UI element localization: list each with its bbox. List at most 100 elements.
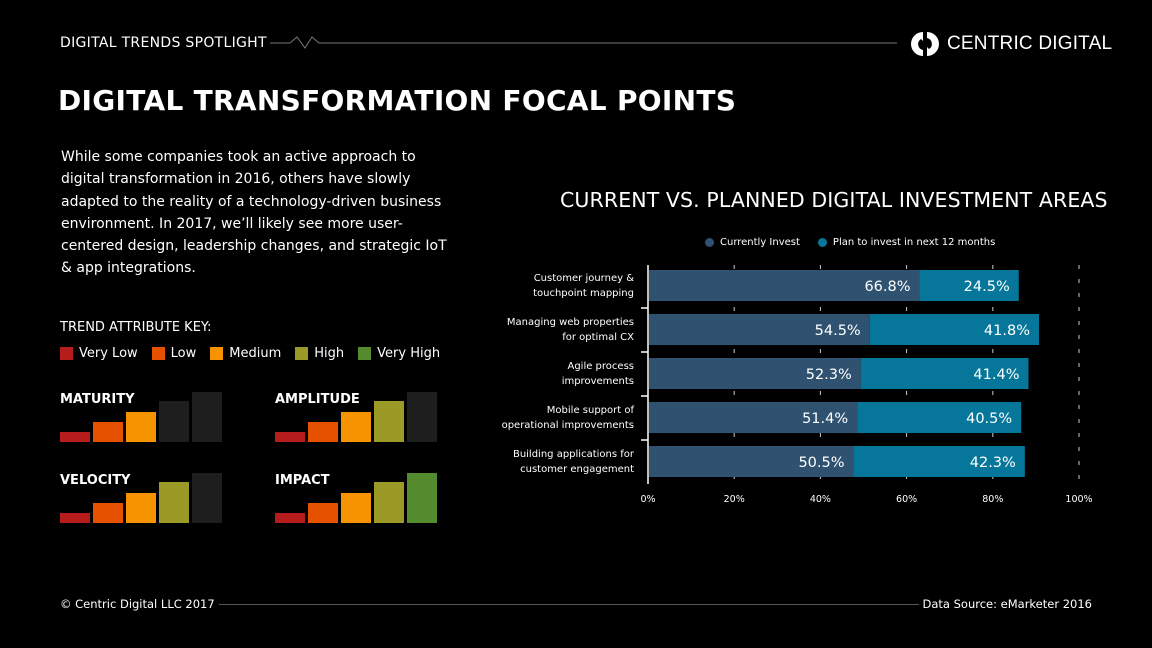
x-tick-label: 100% xyxy=(1065,494,1092,505)
key-item: Low xyxy=(151,346,197,361)
key-label: Very Low xyxy=(79,346,138,361)
attribute-maturity: MATURITY xyxy=(60,392,230,442)
chart-legend: Currently Invest Plan to invest in next … xyxy=(705,237,995,248)
chart-title: CURRENT VS. PLANNED DIGITAL INVESTMENT A… xyxy=(560,188,1108,212)
attribute-amplitude: AMPLITUDE xyxy=(275,392,445,442)
key-swatch xyxy=(358,347,372,360)
key-swatch xyxy=(151,347,165,360)
level-bar xyxy=(374,401,404,442)
bar-value-label: 52.3% xyxy=(806,367,852,383)
x-tick-label: 0% xyxy=(640,494,655,505)
key-label: Very High xyxy=(377,346,441,361)
page-title: DIGITAL TRANSFORMATION FOCAL POINTS xyxy=(58,84,737,117)
key-label: High xyxy=(314,346,345,361)
bar-value-label: 40.5% xyxy=(966,411,1012,427)
legend-item-current: Currently Invest xyxy=(705,237,800,248)
bar-current xyxy=(649,314,870,345)
bar-value-label: 54.5% xyxy=(815,323,861,339)
x-tick-label: 20% xyxy=(724,494,745,505)
bar-value-label: 24.5% xyxy=(964,279,1010,295)
bar-planned xyxy=(919,270,1019,301)
bar-current xyxy=(649,358,861,389)
bar-planned xyxy=(869,314,1040,345)
level-bar xyxy=(93,503,123,523)
level-bar xyxy=(407,392,437,442)
key-label: Medium xyxy=(229,346,282,361)
level-bar xyxy=(192,392,222,442)
footer-divider xyxy=(219,604,919,605)
bar-current xyxy=(649,270,920,301)
attribute-level-bars xyxy=(275,473,445,523)
category-label: Customer journey & xyxy=(534,273,635,284)
category-label: customer engagement xyxy=(520,464,634,475)
attribute-label: MATURITY xyxy=(60,392,135,407)
legend-swatch xyxy=(817,238,827,247)
level-bar xyxy=(308,503,338,523)
level-bar xyxy=(275,432,305,442)
key-swatch xyxy=(210,347,224,360)
legend-label: Plan to invest in next 12 months xyxy=(832,237,996,248)
level-bar xyxy=(192,473,222,523)
level-bar xyxy=(60,513,90,523)
x-tick-label: 80% xyxy=(982,494,1003,505)
category-label: operational improvements xyxy=(502,420,634,431)
category-label: Mobile support of xyxy=(547,405,635,416)
bar-value-label: 41.4% xyxy=(973,367,1019,383)
bar-value-label: 50.5% xyxy=(798,455,844,471)
intro-paragraph: While some companies took an active appr… xyxy=(61,149,447,277)
attribute-level-bars xyxy=(60,392,230,442)
level-bar xyxy=(126,493,156,523)
trend-key-legend: Very Low Low Medium High Very High xyxy=(60,346,440,361)
category-label: for optimal CX xyxy=(562,332,634,343)
brand-logo: CENTRIC DIGITAL xyxy=(911,30,1112,58)
bar-current xyxy=(649,446,854,477)
header-divider-pulse xyxy=(270,36,897,49)
trend-key-title: TREND ATTRIBUTE KEY: xyxy=(60,320,212,335)
key-swatch xyxy=(295,347,309,360)
legend-item-planned: Plan to invest in next 12 months xyxy=(817,237,996,248)
category-label: Building applications for xyxy=(513,449,635,460)
key-label: Low xyxy=(170,346,197,361)
brand-name: CENTRIC DIGITAL xyxy=(947,33,1113,54)
attribute-impact: IMPACT xyxy=(275,473,445,523)
level-bar xyxy=(407,473,437,523)
level-bar xyxy=(374,482,404,523)
legend-swatch xyxy=(705,238,714,247)
bar-value-label: 51.4% xyxy=(802,411,848,427)
key-item: Very Low xyxy=(60,346,138,361)
level-bar xyxy=(159,482,189,523)
key-item: High xyxy=(295,346,344,361)
bar-value-label: 41.8% xyxy=(984,323,1030,339)
level-bar xyxy=(93,422,123,442)
level-bar xyxy=(159,401,189,442)
level-bar xyxy=(341,412,371,442)
key-item: Medium xyxy=(210,346,281,361)
bar-current xyxy=(649,402,858,433)
centric-logo-icon xyxy=(911,32,939,56)
level-bar xyxy=(60,432,90,442)
attribute-label: IMPACT xyxy=(275,473,330,488)
attribute-level-bars xyxy=(275,392,445,442)
kicker-title: DIGITAL TRENDS SPOTLIGHT xyxy=(60,35,267,51)
category-label: improvements xyxy=(562,376,634,387)
attribute-label: AMPLITUDE xyxy=(275,392,360,407)
level-bar xyxy=(126,412,156,442)
bar-value-label: 66.8% xyxy=(864,279,910,295)
bar-planned xyxy=(860,358,1029,389)
data-source: Data Source: eMarketer 2016 xyxy=(922,597,1092,611)
category-label: touchpoint mapping xyxy=(533,288,634,299)
key-swatch xyxy=(60,347,73,360)
legend-label: Currently Invest xyxy=(720,237,800,248)
level-bar xyxy=(308,422,338,442)
category-label: Agile process xyxy=(567,361,634,372)
level-bar xyxy=(341,493,371,523)
bar-planned xyxy=(857,402,1022,433)
x-tick-label: 40% xyxy=(810,494,831,505)
category-label: Managing web properties xyxy=(507,317,634,328)
level-bar xyxy=(275,513,305,523)
bar-value-label: 42.3% xyxy=(970,455,1016,471)
bar-planned xyxy=(853,446,1025,477)
attribute-velocity: VELOCITY xyxy=(60,473,230,523)
attribute-label: VELOCITY xyxy=(60,473,131,488)
